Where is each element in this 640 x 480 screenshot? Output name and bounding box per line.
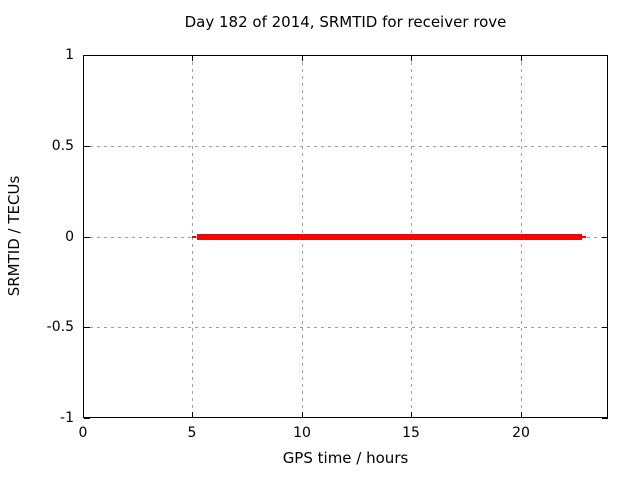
x-tick-label: 5 bbox=[187, 425, 197, 441]
x-tick-bottom bbox=[192, 412, 193, 418]
x-tick-top bbox=[521, 55, 522, 61]
y-tick-left bbox=[84, 237, 90, 238]
y-tick-right bbox=[602, 327, 608, 328]
y-tick-label: 0 bbox=[65, 229, 74, 245]
y-tick-right bbox=[602, 55, 608, 56]
x-tick-label: 20 bbox=[512, 425, 530, 441]
x-axis-label: GPS time / hours bbox=[282, 449, 409, 467]
series-line-segment bbox=[197, 234, 582, 240]
x-tick-top bbox=[192, 55, 193, 61]
y-tick-label: 0.5 bbox=[51, 138, 74, 154]
x-tick-bottom bbox=[83, 412, 84, 418]
y-tick-left bbox=[84, 327, 90, 328]
x-tick-bottom bbox=[521, 412, 522, 418]
y-tick-left bbox=[84, 418, 90, 419]
x-tick-bottom bbox=[302, 412, 303, 418]
y-tick-label: -0.5 bbox=[46, 319, 74, 335]
x-tick-label: 15 bbox=[402, 425, 420, 441]
y-tick-left bbox=[84, 55, 90, 56]
x-tick-top bbox=[302, 55, 303, 61]
x-tick-label: 0 bbox=[78, 425, 88, 441]
series-line-segment bbox=[582, 236, 586, 238]
series-line-segment bbox=[192, 236, 196, 238]
y-tick-right bbox=[602, 146, 608, 147]
y-tick-right bbox=[602, 237, 608, 238]
x-tick-top bbox=[411, 55, 412, 61]
x-tick-label: 10 bbox=[293, 425, 311, 441]
y-tick-left bbox=[84, 146, 90, 147]
chart-title: Day 182 of 2014, SRMTID for receiver rov… bbox=[184, 13, 507, 31]
y-tick-label: 1 bbox=[65, 47, 74, 63]
y-tick-right bbox=[602, 418, 608, 419]
x-tick-bottom bbox=[411, 412, 412, 418]
y-gridline bbox=[83, 327, 608, 328]
plot-area-border bbox=[83, 55, 608, 418]
y-tick-label: -1 bbox=[60, 410, 74, 426]
y-gridline bbox=[83, 146, 608, 147]
x-tick-top bbox=[83, 55, 84, 61]
